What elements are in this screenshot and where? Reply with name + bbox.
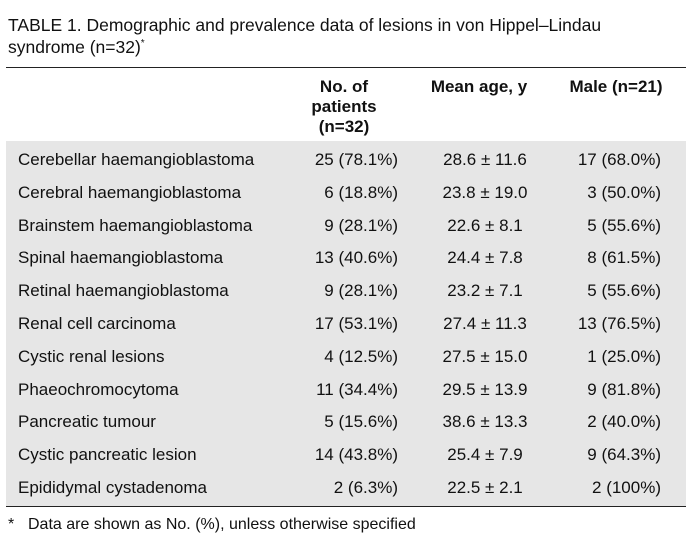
cell-patients: 14 (43.8%): [314, 445, 398, 465]
cell-patients: 17 (53.1%): [314, 314, 398, 333]
cell-lesion: Cystic renal lesions: [18, 346, 165, 366]
cell-mean-age: 29.5 ± 13.9: [442, 379, 528, 399]
table-row: Retinal haemangioblastoma 9 (28.1%) 23.2 ±…: [6, 274, 686, 307]
table-row: Pancreatic tumour 5 (15.6%) 38.6 ± 13.3 2 (…: [6, 405, 686, 438]
cell-mean-age: 22.6 ± 8.1: [447, 215, 523, 235]
table-footnote: * Data are shown as No. (%), unless other…: [8, 514, 416, 536]
cell-male: 9 (64.3%): [587, 445, 661, 465]
cell-mean-age: 22.5 ± 2.1: [447, 478, 523, 497]
header-male: Male (n=21): [569, 77, 663, 96]
cell-mean-age: 27.4 ± 11.3: [443, 314, 527, 333]
cell-lesion: Renal cell carcinoma: [18, 314, 176, 333]
cell-patients: 4 (12.5%): [324, 346, 398, 366]
cell-mean-age: 24.4 ± 7.8: [447, 248, 523, 268]
cell-male: 3 (50.0%): [587, 182, 661, 202]
cell-mean-age: 27.5 ± 15.0: [442, 346, 528, 366]
table-body-band: [6, 141, 686, 506]
table-row: Cystic pancreatic lesion 14 (43.8%) 25.4 ±…: [6, 438, 686, 471]
cell-lesion: Cystic pancreatic lesion: [18, 445, 197, 465]
table-row: Cerebral haemangioblastoma 6 (18.8%) 23.8 …: [6, 176, 686, 209]
cell-lesion: Pancreatic tumour: [18, 412, 156, 432]
cell-male: 1 (25.0%): [587, 346, 661, 366]
cell-patients: 2 (6.3%): [333, 478, 398, 497]
footnote-marker: *: [8, 516, 15, 533]
cell-male: 2 (100%): [592, 478, 661, 497]
cell-lesion: Retinal haemangioblastoma: [18, 281, 229, 301]
table-header-band: [6, 68, 686, 141]
cell-male: 5 (55.6%): [587, 215, 661, 235]
caption-text: TABLE 1. Demographic and prevalence data…: [8, 15, 602, 57]
cell-lesion: Phaeochromocytoma: [18, 379, 179, 399]
cell-lesion: Cerebellar haemangioblastoma: [18, 150, 255, 169]
cell-mean-age: 38.6 ± 13.3: [442, 412, 528, 432]
table-row: Phaeochromocytoma 11 (34.4%) 29.5 ± 13.9 9 …: [6, 373, 686, 406]
cell-patients: 13 (40.6%): [314, 248, 398, 268]
cell-male: 9 (81.8%): [587, 379, 661, 399]
cell-male: 17 (68.0%): [577, 150, 661, 169]
caption-footnote-marker: *: [140, 38, 145, 50]
cell-lesion: Cerebral haemangioblastoma: [18, 182, 242, 202]
cell-patients: 6 (18.8%): [324, 182, 398, 202]
cell-male: 13 (76.5%): [577, 314, 661, 333]
cell-lesion: Epididymal cystadenoma: [18, 478, 207, 497]
cell-male: 8 (61.5%): [587, 248, 661, 268]
cell-male: 2 (40.0%): [587, 412, 661, 432]
cell-patients: 25 (78.1%): [314, 150, 398, 169]
table-row: Cerebellar haemangioblastoma 25 (78.1%) 28…: [6, 143, 686, 176]
table-row: Cystic renal lesions 4 (12.5%) 27.5 ± 15.0…: [6, 340, 686, 373]
cell-patients: 9 (28.1%): [324, 215, 398, 235]
header-mean-age: Mean age, y: [430, 77, 528, 96]
cell-patients: 5 (15.6%): [324, 412, 398, 432]
table-top-rule: [6, 67, 686, 68]
table-bottom-rule: [6, 506, 686, 507]
table-row: Epididymal cystadenoma 2 (6.3%) 22.5 ± 2.1…: [6, 471, 686, 504]
header-patients: No. of patients (n=32): [311, 77, 377, 136]
cell-patients: 9 (28.1%): [324, 281, 398, 301]
cell-lesion: Spinal haemangioblastoma: [18, 248, 224, 268]
table-row: Brainstem haemangioblastoma 9 (28.1%) 22.6…: [6, 209, 686, 242]
footnote-text: Data are shown as No. (%), unless otherw…: [28, 516, 416, 533]
cell-male: 5 (55.6%): [587, 281, 661, 301]
cell-mean-age: 23.2 ± 7.1: [447, 281, 523, 301]
cell-mean-age: 23.8 ± 19.0: [442, 182, 528, 202]
table-caption: TABLE 1. Demographic and prevalence data…: [8, 14, 678, 58]
cell-mean-age: 25.4 ± 7.9: [447, 445, 523, 465]
table-row: Renal cell carcinoma 17 (53.1%) 27.4 ± 11.…: [6, 307, 686, 340]
table-row: Spinal haemangioblastoma 13 (40.6%) 24.4 ±…: [6, 241, 686, 274]
cell-mean-age: 28.6 ± 11.6: [443, 150, 527, 169]
cell-lesion: Brainstem haemangioblastoma: [18, 215, 253, 235]
cell-patients: 11 (34.4%): [316, 379, 398, 399]
